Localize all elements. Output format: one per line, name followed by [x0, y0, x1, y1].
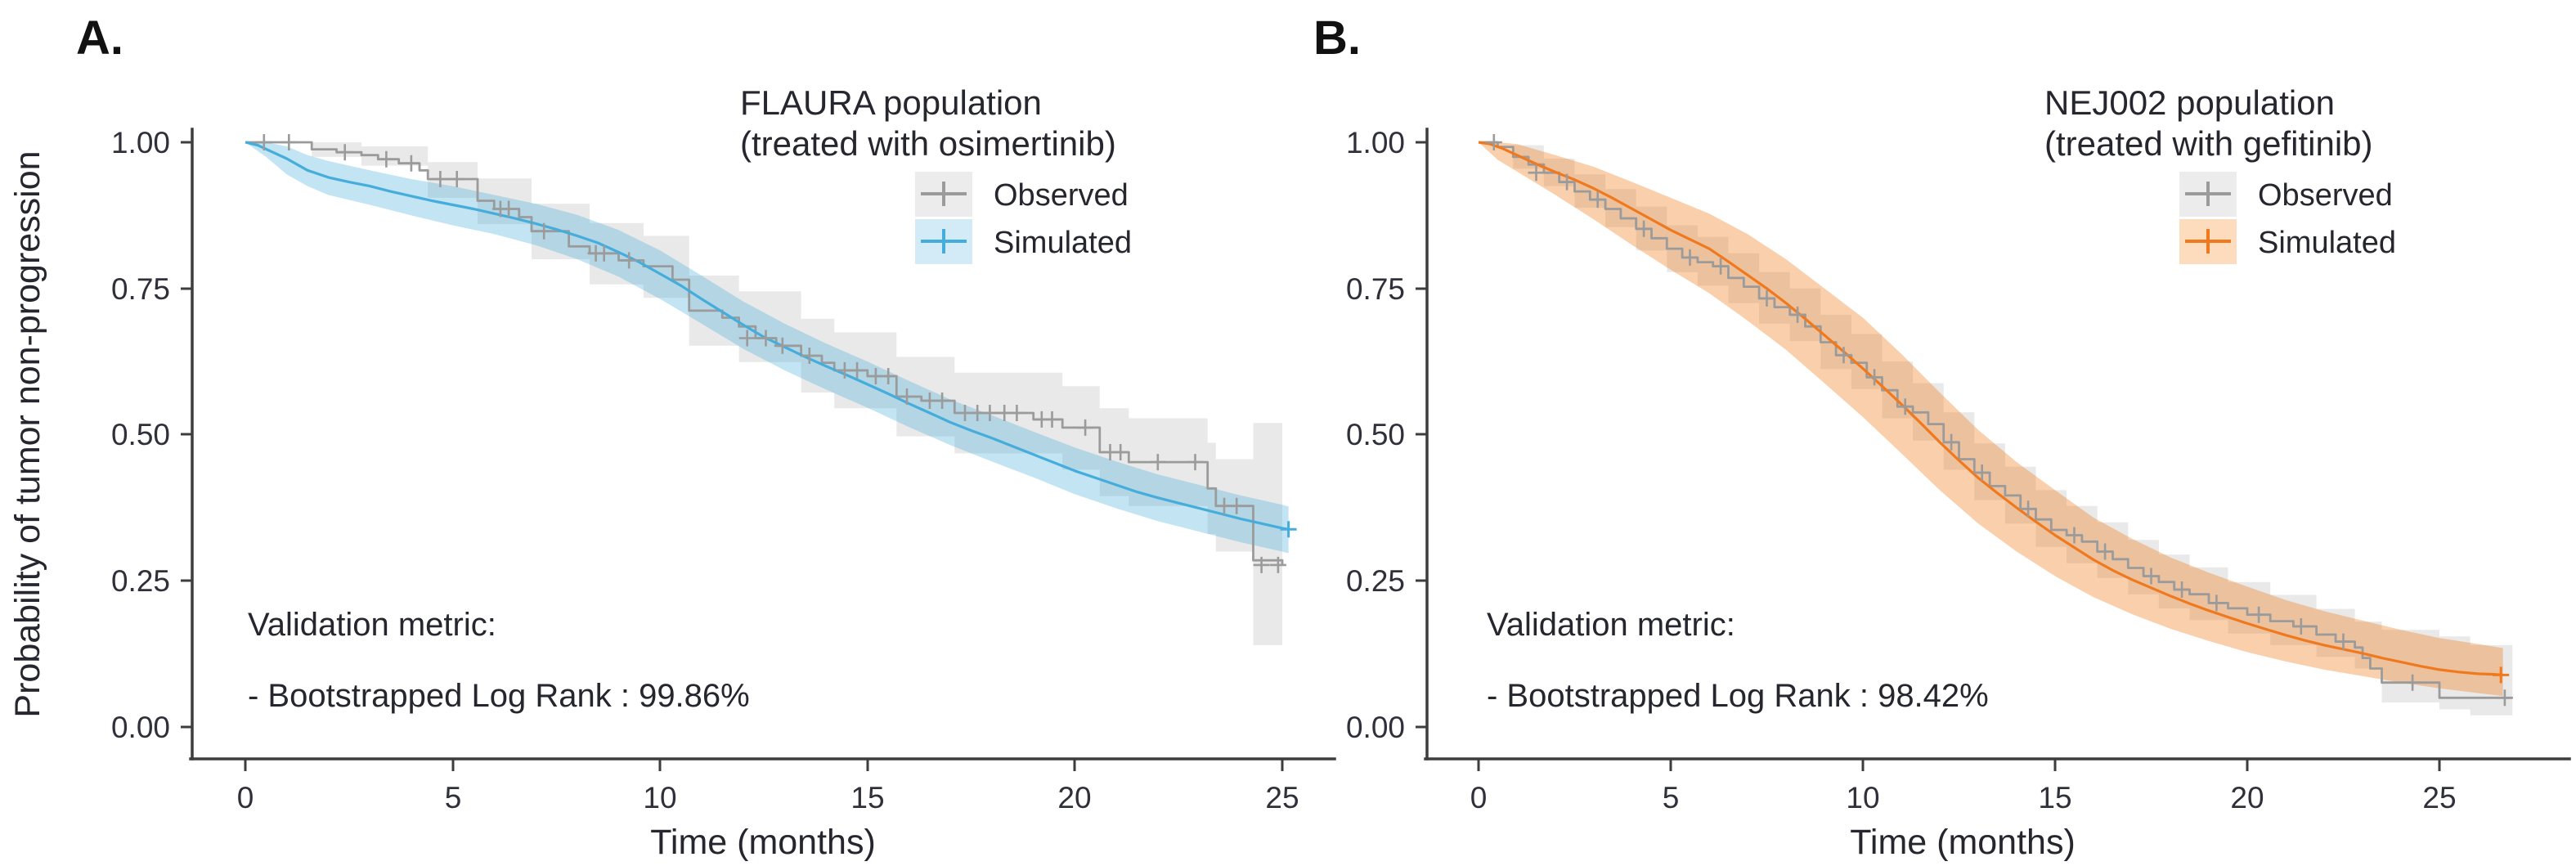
legend-simulated-label: Simulated [994, 226, 1132, 260]
legend-observed-label: Observed [994, 178, 1129, 213]
legend-observed-label: Observed [2258, 178, 2393, 213]
plot-series-group [1478, 134, 2513, 720]
x-tick-label: 10 [1846, 781, 1879, 814]
legend-simulated-label: Simulated [2258, 226, 2396, 260]
y-tick-label: 0.75 [1346, 272, 1405, 306]
panel-b-title-line2: (treated with gefitinib) [2044, 124, 2373, 163]
simulated-censor-marks [2493, 666, 2510, 684]
panel-a-label: A. [76, 11, 123, 65]
panel-a-title-line1: FLAURA population [740, 83, 1042, 122]
x-tick-label: 5 [445, 781, 462, 814]
validation-heading: Validation metric: [1487, 607, 1735, 643]
validation-detail: - Bootstrapped Log Rank : 98.42% [1487, 678, 1989, 714]
y-tick-label: 1.00 [111, 126, 170, 159]
x-axis-title: Time (months) [1850, 823, 2076, 862]
x-axis-title: Time (months) [650, 823, 876, 862]
y-tick-label: 0.75 [111, 272, 170, 306]
y-tick-label: 0.50 [1346, 418, 1405, 451]
observed-km-curve [245, 141, 1284, 565]
observed-ci-band [1479, 142, 2513, 720]
x-tick-label: 5 [1663, 781, 1680, 814]
legend-b: Observed Simulated [2179, 172, 2396, 264]
x-tick-label: 10 [643, 781, 676, 814]
legend-a: Observed Simulated [915, 172, 1132, 264]
panel-a-title-line2: (treated with osimertinib) [740, 124, 1116, 163]
x-tick-label: 0 [1470, 781, 1488, 814]
x-tick-label: 25 [1265, 781, 1299, 814]
y-tick-label: 0.00 [111, 711, 170, 744]
panel-a: A. Probability of tumor non-progression … [8, 11, 1336, 862]
simulated-km-curve [1478, 141, 2503, 676]
simulated-km-curve [245, 141, 1289, 531]
observed-km-curve [1479, 141, 2513, 699]
y-tick-label: 0.00 [1346, 711, 1405, 744]
y-axis-title: Probability of tumor non-progression [8, 150, 47, 717]
x-tick-label: 20 [2230, 781, 2264, 814]
x-tick-label: 15 [850, 781, 884, 814]
validation-heading: Validation metric: [248, 607, 496, 643]
observed-censor-marks [255, 134, 1286, 573]
y-tick-label: 0.25 [111, 564, 170, 598]
observed-ci-band [245, 142, 1282, 648]
plot-series-group [245, 134, 1297, 648]
x-tick-label: 20 [1057, 781, 1091, 814]
y-tick-label: 0.50 [111, 418, 170, 451]
y-tick-label: 0.25 [1346, 564, 1405, 598]
x-tick-label: 25 [2422, 781, 2456, 814]
simulated-ci-band [245, 142, 1289, 554]
x-tick-label: 0 [237, 781, 254, 814]
simulated-ci-band [1479, 142, 2503, 697]
x-tick-label: 15 [2038, 781, 2071, 814]
panel-b-label: B. [1313, 11, 1361, 65]
panel-b: B. 1.00 0.75 0.50 0.25 0.00 0 5 10 15 20… [1313, 11, 2571, 862]
observed-censor-marks [1485, 134, 2513, 707]
validation-detail: - Bootstrapped Log Rank : 99.86% [248, 678, 750, 714]
simulated-censor-marks [1280, 521, 1297, 538]
y-tick-label: 1.00 [1346, 126, 1405, 159]
panel-b-title-line1: NEJ002 population [2044, 83, 2335, 122]
